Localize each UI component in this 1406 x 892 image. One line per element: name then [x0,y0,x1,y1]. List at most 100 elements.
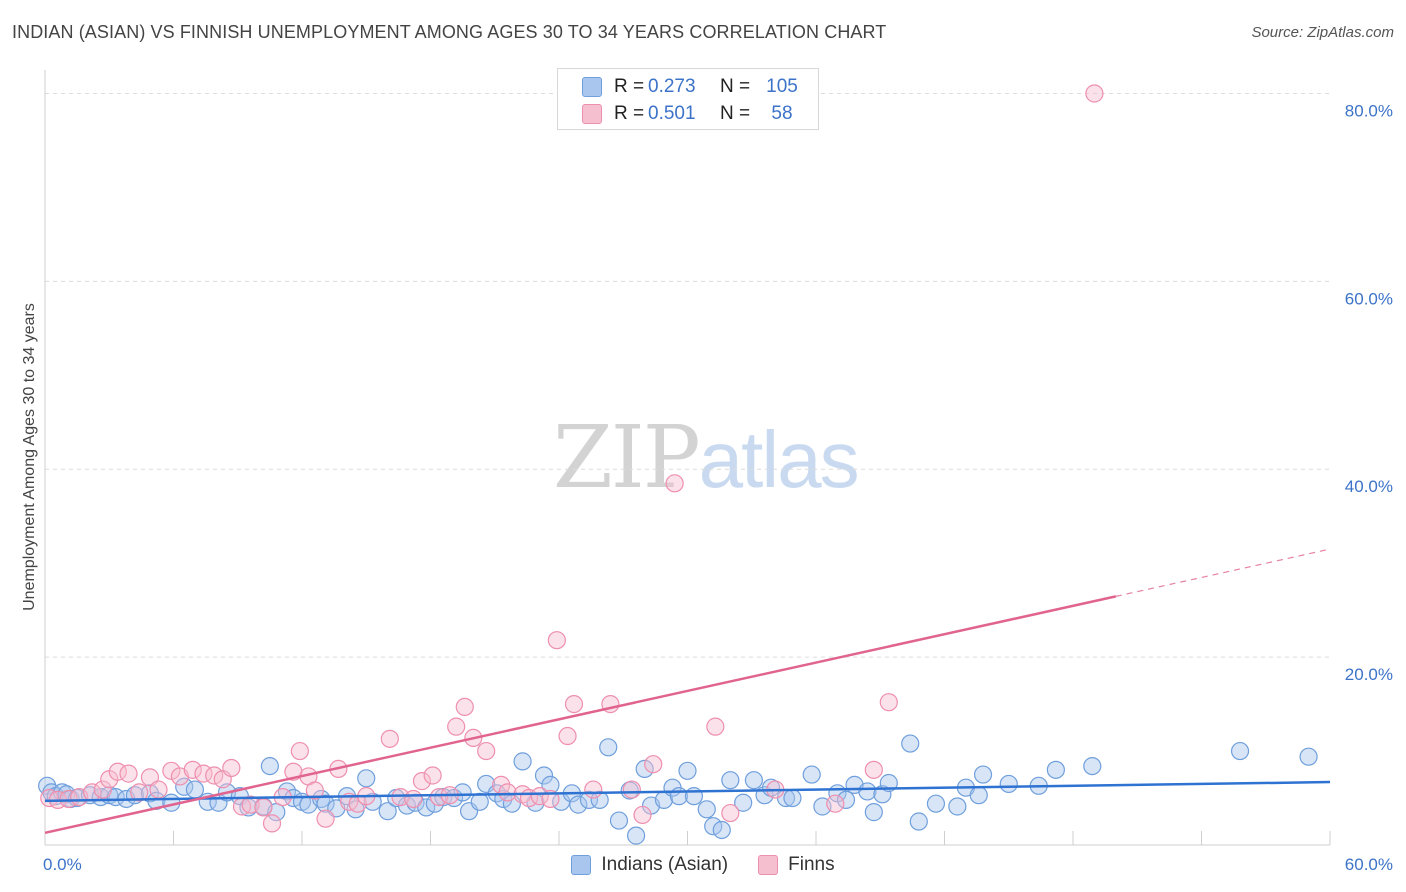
data-point [378,802,397,821]
data-point [254,798,273,817]
data-point [404,789,423,809]
data-point [599,738,618,757]
correlation-legend: R = 0.273 N = 105 R = 0.501 N = 58 [557,68,819,130]
legend-swatch-pink [582,104,602,124]
x-tick-label: 0.0% [43,855,82,874]
data-point [412,772,432,791]
data-point [706,717,725,736]
data-point [721,803,740,823]
data-point [534,766,554,785]
legend-r-label: R = [614,103,645,124]
legend-swatch-blue [582,77,602,97]
data-point [498,783,517,802]
data-point [357,769,376,788]
data-point [665,474,684,493]
data-point [579,790,599,810]
data-point [584,780,603,799]
data-point [149,780,168,799]
data-point [1299,747,1318,766]
data-point [119,764,138,783]
data-point [530,787,549,806]
data-point [633,805,652,825]
legend-row-indians: R = 0.273 N = 105 [582,74,804,100]
data-point [262,814,282,833]
data-point [948,797,967,816]
legend-r-value: 0.273 [648,76,696,97]
legend-n-value: 58 [771,103,793,124]
y-tick-label: 40.0% [1345,477,1393,496]
data-point [1046,760,1065,779]
data-point [783,788,802,808]
data-point [290,741,309,761]
data-point [175,777,194,796]
legend-r-label: R = [614,76,645,97]
data-point [447,717,466,736]
data-point [316,809,335,828]
trend-line-finns [44,595,1117,835]
data-point [1085,84,1104,103]
data-point [901,734,920,753]
data-point [130,783,149,802]
trend-line-indians [44,780,1331,803]
data-point [477,741,496,761]
trend-line-finns-extension [1115,548,1331,597]
x-tick-label: 60.0% [1345,855,1393,874]
legend-n-label: N = [720,76,751,97]
data-point [697,800,716,819]
data-point [455,697,474,717]
data-point [316,794,335,813]
y-tick-label: 80.0% [1345,101,1393,120]
data-point [423,766,442,785]
chart-title: INDIAN (ASIAN) VS FINNISH UNEMPLOYMENT A… [12,22,887,42]
series-legend: Indians (Asian) Finns [0,852,1406,878]
legend-n-label: N = [720,103,751,124]
data-point [644,755,663,774]
data-point [826,794,845,813]
data-point [635,759,654,779]
series-finns-points [40,84,1104,833]
series-legend-label: Indians (Asian) [601,854,729,875]
data-point [864,803,883,822]
data-point [622,780,641,799]
data-point [564,694,584,714]
data-point [873,785,892,804]
data-point [678,761,697,780]
data-point [721,771,740,790]
series-legend-label: Finns [788,854,835,875]
series-swatch-pink [758,855,779,875]
data-point [864,760,883,779]
data-point [1083,756,1102,776]
data-point [926,794,946,813]
data-point [380,729,399,748]
series-swatch-blue [571,855,592,875]
data-point [569,795,588,814]
data-point [609,811,629,830]
data-point [305,781,324,800]
data-point [836,790,856,810]
series-legend-finns: Finns [758,854,835,876]
data-point [260,756,279,776]
series-indians-points [38,734,1318,845]
watermark-atlas: atlas [698,415,860,504]
legend-n-value: 105 [766,76,798,97]
data-point [183,760,202,779]
data-point [185,780,205,799]
data-point [513,752,532,771]
data-point [879,693,898,712]
legend-row-finns: R = 0.501 N = 58 [582,101,804,127]
data-point [712,820,731,840]
series-legend-indians: Indians (Asian) [571,854,728,876]
data-point [1230,741,1250,761]
legend-r-value: 0.501 [648,103,696,124]
data-point [999,774,1018,794]
data-point [802,765,821,784]
y-tick-label: 20.0% [1345,665,1393,684]
data-point [909,812,928,831]
data-point [470,792,489,811]
data-point [590,790,609,810]
data-point [744,771,763,790]
data-point [626,826,646,845]
data-point [558,726,577,746]
data-point [858,782,877,801]
